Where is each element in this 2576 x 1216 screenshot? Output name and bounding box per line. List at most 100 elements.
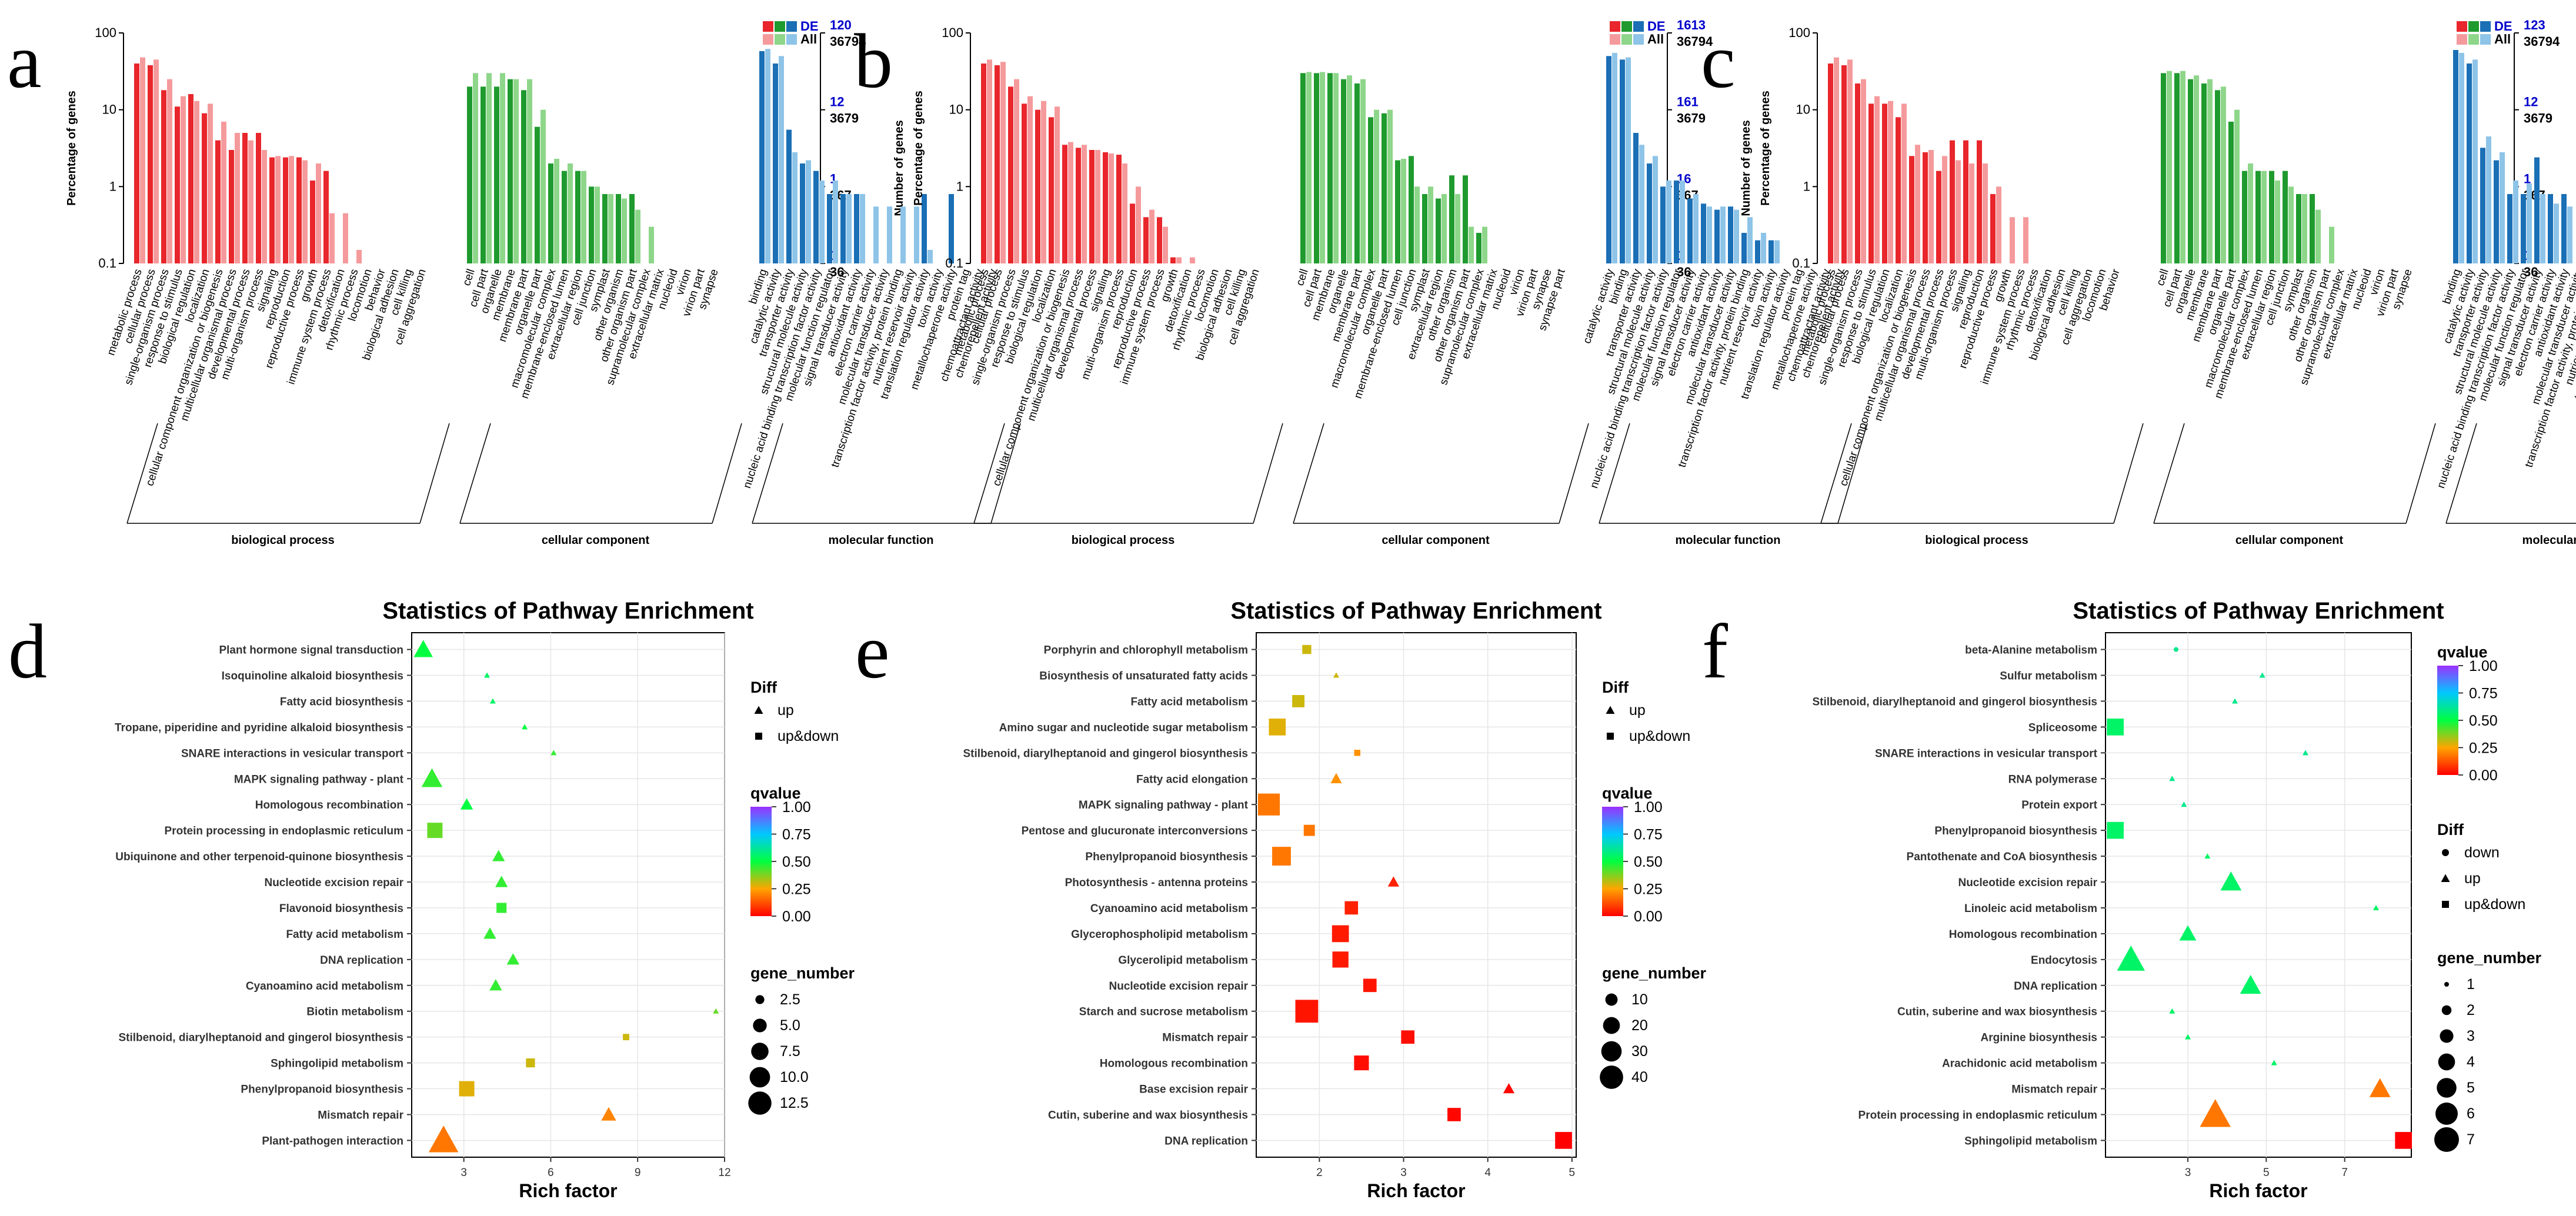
bar-de-antioxidant-activity (2561, 193, 2567, 263)
right-all-tick-label: 3679 (1677, 111, 1706, 126)
qvalue-colorbar (2437, 666, 2458, 775)
point-biotin-metabolism (713, 1008, 719, 1014)
left-tick-label: 10 (949, 102, 963, 117)
right-de-tick-label: 123 (2524, 18, 2545, 32)
point-mismatch-repair (601, 1107, 616, 1121)
size-legend-label: 6 (2467, 1105, 2475, 1122)
bar-de-membrane (1327, 73, 1333, 264)
pathway-label-spliceosome: Spliceosome (2028, 721, 2097, 734)
legend-all-label: All (800, 32, 817, 46)
pathway-label-stilbenoid-diarylheptanoid-and-gingerol-biosynthesis: Stilbenoid, diarylheptanoid and gingerol… (118, 1032, 403, 1044)
bar-all-growth (2010, 217, 2015, 263)
bar-de-translation-regulator-activity (922, 193, 927, 263)
pathway-label-cutin-suberine-and-wax-biosynthesis: Cutin, suberine and wax biosynthesis (1897, 1006, 2097, 1018)
point-amino-sugar-and-nucleotide-sugar-metabolism (1269, 719, 1286, 736)
bar-all-signaling (275, 156, 281, 263)
kegg-panel-d: d Statistics of Pathway Enrichment 3 6 9 12 Ri… (8, 598, 855, 1201)
bar-de-binding (1620, 59, 1625, 263)
point-phenylpropanoid-biosynthesis (459, 1081, 475, 1097)
point-protein-processing-in-endoplasmic-reticulum (427, 823, 443, 838)
diff-legend-label: up (778, 702, 794, 719)
bar-de-nutrient-reservoir-activity (1755, 240, 1760, 263)
size-legend-label: 10 (1631, 991, 1648, 1008)
size-legend-title: gene_number (2437, 949, 2542, 967)
bar-de-multicellular-organismal-process (1076, 148, 1081, 263)
legend-all-swatch (2468, 34, 2479, 45)
qvalue-colorbar (1602, 807, 1623, 916)
bar-de-catalytic-activity (773, 63, 778, 263)
group-bracket-right (990, 423, 1021, 524)
size-legend-circle (753, 1018, 767, 1033)
point-phenylpropanoid-biosynthesis (1272, 847, 1291, 866)
pathway-label-protein-export: Protein export (2021, 799, 2097, 811)
bar-de-organelle (2188, 79, 2193, 263)
size-legend-label: 10.0 (780, 1069, 809, 1085)
size-legend-label: 12.5 (780, 1095, 809, 1111)
right-all-tick-label: 36794 (2524, 34, 2560, 49)
bar-all-membrane (2207, 79, 2213, 263)
go-panel-c: c1001010.1123367941236791367136Percentag… (1701, 18, 2576, 547)
bar-de-cell-junction (2283, 171, 2288, 263)
bar-all-macromolecular-complex (2248, 163, 2253, 263)
bar-all-signal-transducer-activity (846, 193, 852, 263)
size-legend-label: 30 (1631, 1043, 1648, 1060)
point-sphingolipid-metabolism (2395, 1132, 2412, 1149)
bar-all-signal-transducer-activity (1693, 193, 1699, 263)
x-axis-title: Rich factor (1367, 1180, 1465, 1201)
size-legend-circle (1603, 1017, 1620, 1034)
bar-all-signal-transducer-activity (2540, 193, 2545, 263)
bar-all-translation-regulator-activity (927, 249, 933, 263)
size-legend-label: 20 (1631, 1017, 1648, 1034)
bar-de-cellular-component-organization-or-biogenesis (215, 140, 221, 263)
pathway-label-photosynthesis-antenna-proteins: Photosynthesis - antenna proteins (1065, 877, 1248, 889)
pathway-label-mismatch-repair: Mismatch repair (2011, 1084, 2097, 1096)
point-rna-polymerase (2169, 776, 2175, 781)
point-ubiquinone-and-other-terpenoid-quinone-biosynthesis (492, 850, 505, 861)
bar-de-reproductive-process (1990, 193, 1996, 263)
bar-all-macromolecular-complex (1374, 109, 1379, 263)
right-de-tick-label: 12 (830, 95, 844, 109)
group-bracket-left (459, 423, 491, 524)
bar-de-cell-part (1314, 73, 1319, 264)
bar-all-developmental-process (1095, 149, 1100, 263)
diff-legend-triangle-icon (1606, 706, 1615, 714)
point-nucleotide-excision-repair (2220, 871, 2242, 891)
bar-all-organelle (2194, 75, 2199, 263)
bar-all-catalytic-activity (2472, 59, 2478, 263)
bar-all-localization (1055, 106, 1060, 263)
point-tropane-piperidine-and-pyridine-alkaloid-biosynthesis (522, 724, 528, 730)
size-legend-label: 5.0 (780, 1017, 800, 1034)
bar-de-metabolic-process (1828, 63, 1833, 263)
legend-de-swatch (1610, 21, 1620, 32)
legend-de-label: DE (2494, 19, 2512, 34)
bar-de-antioxidant-activity (854, 193, 859, 263)
bar-de-extracellular-region (1436, 198, 1441, 263)
pathway-label-sphingolipid-metabolism: Sphingolipid metabolism (1964, 1135, 2097, 1147)
bar-all-organelle-part (2234, 109, 2240, 263)
point-mismatch-repair (1401, 1030, 1415, 1044)
qvalue-legend-label: 0.25 (1634, 881, 1663, 898)
bar-all-cell-part (486, 73, 492, 264)
legend-de-swatch (2480, 21, 2491, 32)
right-all-tick-label: 36794 (830, 34, 866, 49)
bar-all-symplast (1428, 186, 1433, 263)
bar-de-metabolic-process (981, 63, 986, 263)
kegg-panel-e: e Statistics of Pathway Enrichment 2 3 4 5 Ric… (855, 598, 1707, 1201)
legend-all-swatch (1633, 34, 1644, 45)
bar-all-extracellular-region (2275, 180, 2280, 263)
bar-all-response-to-stimulus (181, 96, 186, 263)
bar-de-organelle (1341, 79, 1346, 263)
bar-de-membrane-part (521, 90, 526, 263)
bar-all-biological-regulation (194, 101, 199, 263)
bar-de-reproduction (283, 157, 288, 263)
bar-de-cell-junction (589, 186, 594, 263)
bar-de-other-organism (2310, 193, 2315, 263)
x-tick-label: 2 (1316, 1167, 1323, 1179)
pathway-label-mismatch-repair: Mismatch repair (1162, 1032, 1248, 1044)
pathway-label-fatty-acid-elongation: Fatty acid elongation (1136, 773, 1248, 786)
